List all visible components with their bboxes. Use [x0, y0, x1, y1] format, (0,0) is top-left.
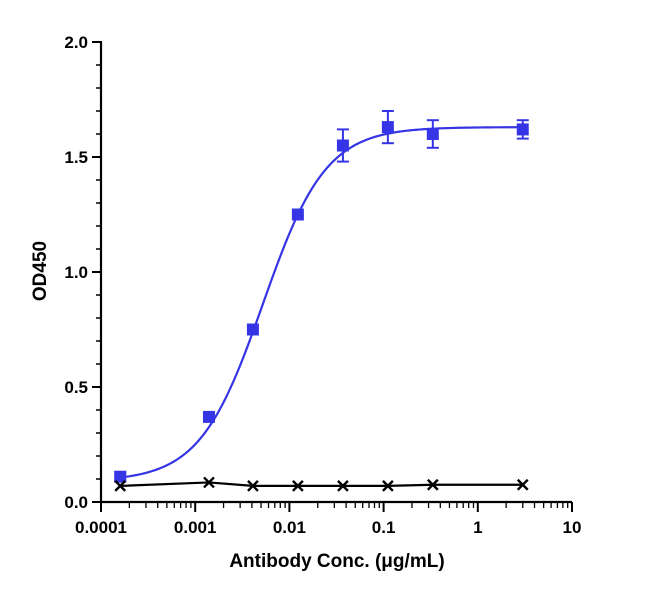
y-tick-label: 0.5 [64, 378, 88, 397]
x-marker-stroke [114, 480, 127, 492]
data-point-x [114, 480, 127, 492]
data-markers [114, 110, 529, 492]
data-point-square [291, 208, 304, 221]
y-tick-label: 0.0 [64, 493, 88, 512]
fit-curve-series-1 [118, 126, 525, 479]
x-marker-stroke [292, 480, 304, 492]
x-marker-stroke [203, 476, 215, 489]
data-point-x [337, 480, 349, 492]
data-point-square [516, 123, 529, 136]
x-tick-label: 0.0001 [75, 518, 127, 537]
x-marker-stroke [247, 480, 259, 492]
fit-curves [118, 126, 525, 487]
x-marker-stroke [382, 480, 394, 492]
fit-line-series-2 [120, 481, 523, 487]
data-point-x [247, 480, 259, 492]
x-tick-label: 10 [563, 518, 582, 537]
data-point-x [382, 480, 394, 492]
data-point-square [246, 323, 259, 336]
data-point-square [381, 121, 394, 134]
data-point-x [516, 478, 529, 491]
y-axis-title: OD450 [30, 241, 51, 301]
data-point-square [202, 410, 215, 423]
data-point-square [336, 139, 349, 152]
data-point-x [292, 480, 304, 492]
y-tick-label: 1.5 [64, 148, 88, 167]
axes [99, 41, 572, 504]
x-tick-label: 0.001 [174, 518, 217, 537]
x-marker-stroke [516, 478, 529, 491]
x-marker-stroke [426, 478, 439, 491]
x-tick-label: 1 [473, 518, 482, 537]
x-tick-label: 0.01 [273, 518, 306, 537]
y-tick-label: 2.0 [64, 33, 88, 52]
data-point-square [426, 128, 439, 140]
x-axis-title: Antibody Conc. (μg/mL) [229, 551, 444, 572]
data-point-x [203, 476, 215, 489]
x-marker-stroke [337, 480, 349, 492]
y-tick-label: 1.0 [64, 263, 88, 282]
data-point-square [114, 470, 127, 483]
tick-labels: 0.0 0.5 1.0 1.5 2.0 0.0001 0.001 0.01 0.1 1 10 [64, 33, 581, 537]
data-point-x [426, 478, 439, 491]
x-tick-label: 0.1 [372, 518, 396, 537]
tick-marks [92, 41, 573, 512]
